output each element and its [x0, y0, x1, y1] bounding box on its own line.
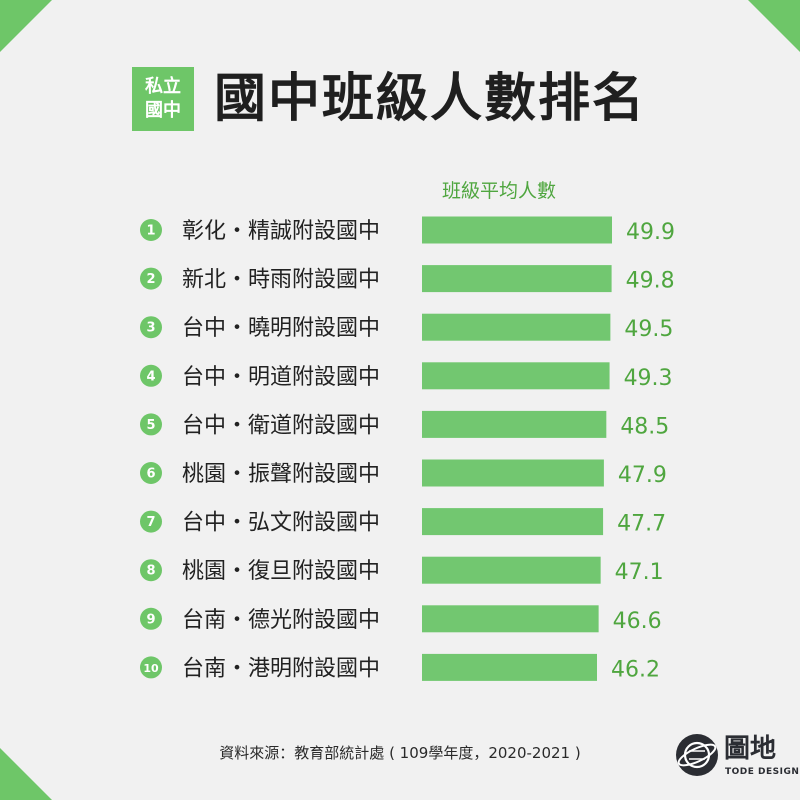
bar — [422, 313, 611, 341]
value-label: 49.3 — [624, 366, 673, 391]
value-label: 47.7 — [617, 512, 666, 537]
category-label: 台中・明道附設國中 — [182, 365, 380, 390]
badge-line-1: 私立 — [145, 76, 181, 97]
bar — [422, 508, 604, 536]
rank-badge — [140, 510, 162, 533]
rank-badge — [140, 219, 162, 241]
globe-icon — [676, 734, 718, 776]
rank-number: 6 — [146, 467, 155, 482]
rank-number: 8 — [146, 564, 155, 579]
category-label: 新北・時雨附設國中 — [182, 268, 380, 293]
value-label: 49.9 — [626, 220, 675, 245]
bar — [422, 410, 607, 438]
value-label: 47.1 — [615, 560, 664, 585]
value-label: 46.6 — [613, 609, 662, 634]
rank-badge — [140, 656, 162, 679]
badge-line-2: 國中 — [145, 100, 181, 121]
category-badge: 私立 國中 — [132, 67, 194, 131]
bar — [422, 653, 597, 681]
category-label: 桃園・振聲附設國中 — [182, 462, 380, 487]
rank-badge — [140, 607, 162, 630]
rank-badge — [140, 316, 162, 339]
bar — [422, 556, 601, 584]
value-label: 48.5 — [620, 414, 669, 439]
rank-number: 5 — [146, 418, 155, 433]
corner-decoration-top-right — [748, 0, 800, 52]
category-label: 彰化・精誠附設國中 — [182, 219, 380, 244]
corner-decoration-top-left — [0, 0, 52, 52]
category-label: 台中・衛道附設國中 — [182, 413, 380, 438]
rank-number: 2 — [146, 272, 155, 287]
rank-badge — [140, 559, 162, 582]
source-note: 資料來源：教育部統計處 ( 109學年度，2020-2021 ) — [219, 744, 581, 762]
rank-number: 7 — [146, 515, 155, 530]
logo-name: 圖地 — [724, 734, 777, 764]
bar — [422, 216, 612, 244]
value-label: 47.9 — [618, 463, 667, 488]
value-label: 49.5 — [624, 317, 673, 342]
rank-number: 4 — [146, 369, 155, 384]
bar — [422, 605, 599, 633]
value-label: 46.2 — [611, 657, 660, 682]
corner-decoration-bottom-left — [0, 748, 52, 800]
rank-badge — [140, 267, 162, 290]
bar — [422, 459, 604, 487]
category-label: 台中・曉明附設國中 — [182, 316, 380, 341]
brand-logo: 圖地 TODE DESIGN — [676, 732, 799, 784]
rank-badge — [140, 462, 162, 484]
series-label: 班級平均人數 — [442, 180, 556, 202]
category-label: 台南・港明附設國中 — [182, 656, 380, 681]
category-label: 台中・弘文附設國中 — [182, 511, 380, 536]
rank-number: 9 — [146, 612, 155, 627]
page-title: 國中班級人數排名 — [214, 69, 647, 129]
rank-number: 3 — [146, 321, 155, 336]
rank-number: 1 — [146, 224, 155, 239]
logo-subtitle: TODE DESIGN — [725, 767, 800, 777]
ranking-bar-chart: 班級平均人數 1 彰化・精誠附設國中 49.9 2 新北・時雨附設國中 49.8 3 台中・曉明… — [140, 180, 675, 682]
bar — [422, 362, 610, 390]
category-label: 桃園・復旦附設國中 — [182, 559, 380, 584]
rank-badge — [140, 413, 162, 436]
value-label: 49.8 — [626, 269, 675, 294]
bar — [422, 265, 612, 293]
rank-number: 10 — [143, 662, 159, 675]
category-label: 台南・德光附設國中 — [182, 608, 380, 633]
rank-badge — [140, 364, 162, 387]
